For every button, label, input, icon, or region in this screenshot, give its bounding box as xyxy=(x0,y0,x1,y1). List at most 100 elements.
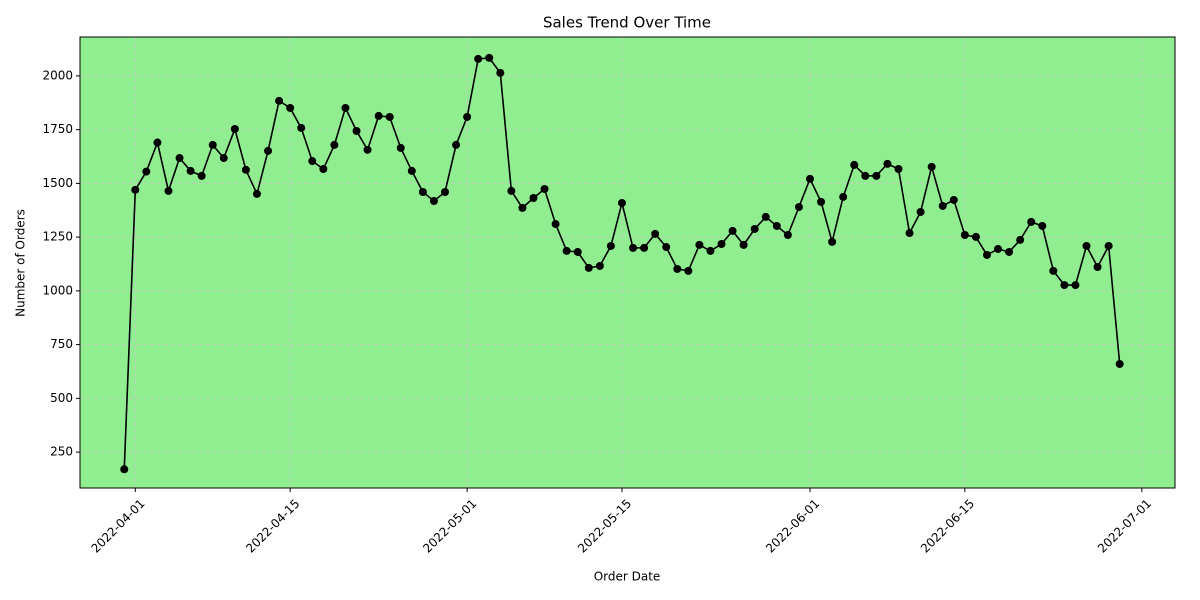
x-tick-label: 2022-05-01 xyxy=(420,496,479,555)
marker xyxy=(1104,241,1113,250)
marker xyxy=(452,140,461,149)
marker xyxy=(1093,263,1102,272)
marker xyxy=(994,244,1003,253)
x-tick-label: 2022-07-01 xyxy=(1095,496,1154,555)
marker xyxy=(673,264,682,273)
marker xyxy=(662,243,671,252)
marker xyxy=(1071,281,1080,290)
marker xyxy=(186,166,195,175)
y-tick-label: 1500 xyxy=(42,176,73,190)
marker xyxy=(1038,221,1047,230)
marker xyxy=(441,187,449,196)
marker xyxy=(230,125,239,134)
marker xyxy=(496,68,505,77)
marker xyxy=(960,230,969,239)
marker xyxy=(828,237,837,246)
marker xyxy=(352,126,361,135)
x-tick-label: 2022-06-15 xyxy=(918,496,977,555)
y-tick-label: 500 xyxy=(50,391,73,405)
marker xyxy=(153,138,162,147)
marker xyxy=(883,159,892,168)
marker xyxy=(507,186,516,195)
marker xyxy=(540,184,549,193)
marker xyxy=(418,187,427,196)
marker xyxy=(562,246,571,255)
marker xyxy=(839,192,848,201)
marker xyxy=(595,261,604,270)
marker xyxy=(429,197,438,206)
x-tick-label: 2022-05-15 xyxy=(575,496,634,555)
marker xyxy=(463,112,472,121)
x-tick-label: 2022-04-01 xyxy=(88,496,147,555)
marker xyxy=(606,241,615,250)
y-tick-label: 2000 xyxy=(42,68,73,82)
marker xyxy=(706,246,715,255)
marker xyxy=(208,140,217,149)
marker xyxy=(684,266,693,275)
x-tick-label: 2022-06-01 xyxy=(763,496,822,555)
marker xyxy=(308,157,317,166)
marker xyxy=(971,232,980,241)
y-tick-label: 250 xyxy=(50,445,73,459)
marker xyxy=(286,103,295,112)
marker xyxy=(728,226,737,235)
marker xyxy=(629,243,638,252)
marker xyxy=(916,207,925,216)
marker xyxy=(850,160,859,169)
marker xyxy=(905,229,914,238)
marker xyxy=(474,54,483,63)
marker xyxy=(617,198,626,207)
plot-layer xyxy=(80,37,1175,488)
plot-area xyxy=(80,37,1175,488)
y-tick-label: 1250 xyxy=(42,230,73,244)
marker xyxy=(142,167,151,176)
marker xyxy=(927,162,936,171)
marker xyxy=(341,103,350,112)
marker xyxy=(1115,359,1124,368)
marker xyxy=(252,189,261,198)
marker xyxy=(783,230,792,239)
marker xyxy=(164,186,173,195)
marker xyxy=(407,166,416,175)
marker xyxy=(1049,266,1058,275)
plot-frame xyxy=(79,36,1176,489)
marker xyxy=(717,240,726,249)
marker xyxy=(374,111,383,120)
marker xyxy=(131,185,140,194)
marker xyxy=(275,96,284,105)
marker xyxy=(1060,281,1069,290)
marker xyxy=(241,165,250,174)
chart-title: Sales Trend Over Time xyxy=(543,14,711,32)
y-tick-label: 1750 xyxy=(42,122,73,136)
marker xyxy=(120,465,129,474)
marker xyxy=(695,240,704,249)
marker xyxy=(761,212,770,221)
marker xyxy=(1082,241,1091,250)
marker xyxy=(872,171,881,180)
marker xyxy=(551,220,560,229)
marker xyxy=(739,240,748,249)
marker xyxy=(297,123,306,132)
y-tick-label: 750 xyxy=(50,337,73,351)
y-tick-label: 1000 xyxy=(42,283,73,297)
marker xyxy=(894,164,903,173)
marker xyxy=(772,221,781,230)
marker xyxy=(529,194,538,203)
marker xyxy=(750,224,759,233)
marker xyxy=(938,201,947,210)
marker xyxy=(640,243,649,252)
marker xyxy=(485,53,494,62)
marker xyxy=(396,143,405,152)
marker xyxy=(197,171,206,180)
marker xyxy=(518,203,527,212)
marker xyxy=(219,154,228,163)
marker xyxy=(319,164,328,173)
marker xyxy=(264,146,273,155)
marker xyxy=(794,203,803,212)
x-tick-label: 2022-04-15 xyxy=(243,496,302,555)
marker xyxy=(806,174,814,183)
marker xyxy=(385,112,394,121)
marker xyxy=(651,229,660,238)
marker xyxy=(584,263,593,272)
